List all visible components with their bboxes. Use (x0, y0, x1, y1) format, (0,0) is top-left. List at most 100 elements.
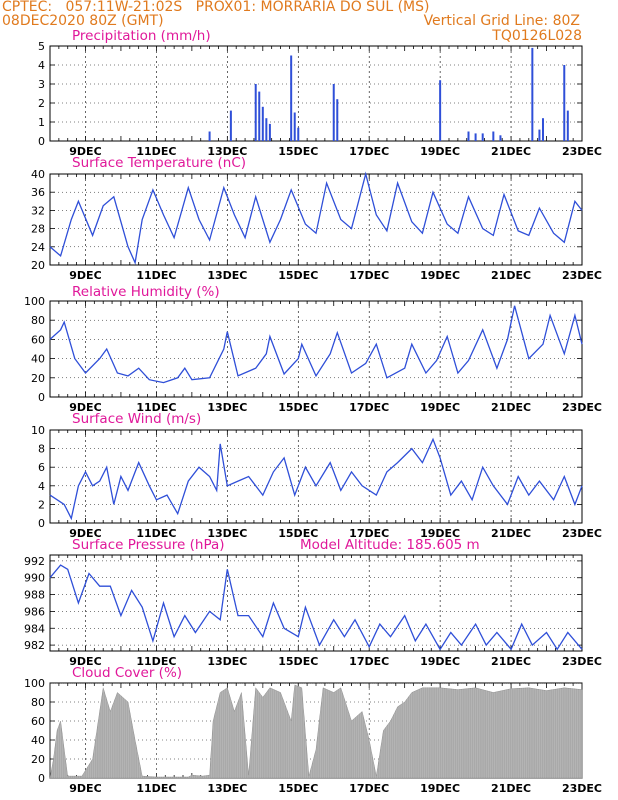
precip-bar (474, 133, 477, 141)
y-tick-label: 0 (38, 517, 45, 530)
y-tick-label: 8 (38, 443, 45, 456)
x-tick-label: 11DEC (136, 527, 176, 540)
precip-bar (439, 80, 442, 141)
panel-title: Relative Humidity (%) (72, 284, 220, 300)
x-tick-label: 23DEC (562, 401, 602, 414)
x-tick-label: 15DEC (278, 782, 318, 795)
x-tick-label: 11DEC (136, 269, 176, 282)
x-tick-label: 17DEC (349, 145, 389, 158)
x-tick-label: 13DEC (207, 401, 247, 414)
precip-bar (258, 91, 261, 141)
x-tick-label: 23DEC (562, 782, 602, 795)
y-tick-label: 80 (31, 314, 45, 327)
x-tick-label: 9DEC (69, 527, 101, 540)
panel-frame (49, 429, 583, 524)
y-tick-label: 6 (38, 461, 45, 474)
precip-bar (293, 112, 296, 141)
x-tick-label: 19DEC (420, 269, 460, 282)
precip-bar (563, 65, 566, 141)
x-tick-label: 23DEC (562, 655, 602, 668)
x-tick-label: 11DEC (136, 655, 176, 668)
panel-frame (49, 45, 583, 142)
x-tick-label: 9DEC (69, 401, 101, 414)
y-tick-label: 5 (38, 40, 45, 53)
y-tick-label: 4 (38, 480, 45, 493)
y-tick-label: 4 (38, 59, 45, 72)
y-tick-label: 36 (31, 186, 45, 199)
precip-bar (467, 131, 470, 141)
y-tick-label: 2 (38, 498, 45, 511)
x-tick-label: 21DEC (491, 145, 531, 158)
x-tick-label: 19DEC (420, 782, 460, 795)
x-tick-label: 19DEC (420, 145, 460, 158)
x-tick-label: 15DEC (278, 655, 318, 668)
x-tick-label: 21DEC (491, 401, 531, 414)
x-tick-label: 13DEC (207, 269, 247, 282)
y-tick-label: 60 (31, 715, 45, 728)
y-tick-label: 3 (38, 78, 45, 91)
x-tick-label: 23DEC (562, 145, 602, 158)
x-tick-label: 15DEC (278, 269, 318, 282)
cloud-area (49, 684, 583, 779)
x-tick-label: 11DEC (136, 782, 176, 795)
y-tick-label: 60 (31, 333, 45, 346)
y-tick-label: 20 (31, 372, 45, 385)
precip-bar (332, 84, 335, 141)
y-tick-label: 80 (31, 696, 45, 709)
x-tick-label: 17DEC (349, 527, 389, 540)
y-tick-label: 28 (31, 223, 45, 236)
x-tick-label: 21DEC (491, 782, 531, 795)
x-tick-label: 17DEC (349, 655, 389, 668)
precip-bar (261, 106, 264, 141)
precip-bar (265, 118, 268, 141)
x-tick-label: 17DEC (349, 401, 389, 414)
header-model-id: TQ0126L028 (492, 28, 582, 44)
precip-bar (538, 129, 541, 141)
precip-bar (541, 118, 544, 141)
x-tick-label: 19DEC (420, 527, 460, 540)
x-tick-label: 11DEC (136, 401, 176, 414)
panel-title: Surface Temperature (nC) (72, 155, 246, 171)
precip-bar (566, 110, 569, 141)
y-tick-label: 992 (24, 555, 45, 568)
y-tick-label: 24 (31, 241, 45, 254)
x-tick-label: 11DEC (136, 145, 176, 158)
precip-bar (297, 127, 300, 141)
y-tick-label: 40 (31, 734, 45, 747)
y-tick-label: 2 (38, 97, 45, 110)
x-tick-label: 9DEC (69, 145, 101, 158)
panel-frame (49, 300, 583, 398)
x-tick-label: 13DEC (207, 527, 247, 540)
panel-title: Surface Wind (m/s) (72, 411, 201, 427)
precip-bar (208, 131, 211, 141)
x-tick-label: 13DEC (207, 655, 247, 668)
panel-title: Precipitation (mm/h) (72, 28, 211, 44)
x-tick-label: 17DEC (349, 782, 389, 795)
y-tick-label: 986 (24, 605, 45, 618)
x-tick-label: 15DEC (278, 401, 318, 414)
x-tick-label: 23DEC (562, 269, 602, 282)
y-tick-label: 20 (31, 753, 45, 766)
y-tick-label: 20 (31, 259, 45, 272)
y-tick-label: 988 (24, 589, 45, 602)
x-tick-label: 19DEC (420, 401, 460, 414)
header-date: 08DEC2020 80Z (GMT) (2, 13, 164, 29)
x-tick-label: 15DEC (278, 145, 318, 158)
panel-title: Surface Pressure (hPa) (72, 537, 225, 553)
y-tick-label: 40 (31, 353, 45, 366)
y-tick-label: 990 (24, 572, 45, 585)
x-tick-label: 15DEC (278, 527, 318, 540)
y-tick-label: 32 (31, 204, 45, 217)
y-tick-label: 0 (38, 391, 45, 404)
x-tick-label: 17DEC (349, 269, 389, 282)
precip-bar (481, 133, 484, 141)
y-tick-label: 40 (31, 168, 45, 181)
x-tick-label: 9DEC (69, 782, 101, 795)
series-line (49, 171, 583, 265)
precip-bar (268, 123, 271, 141)
y-tick-label: 982 (24, 639, 45, 652)
precip-bar (531, 47, 534, 141)
precip-bar (254, 84, 257, 141)
x-tick-label: 21DEC (491, 527, 531, 540)
header-grid-line: Vertical Grid Line: 80Z (423, 13, 580, 29)
